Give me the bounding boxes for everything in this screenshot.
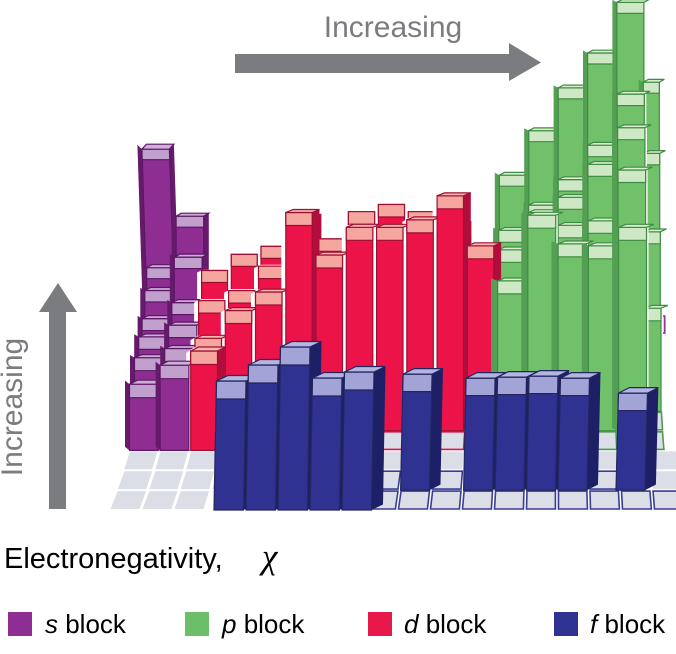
svg-text:Increasing: Increasing — [0, 338, 29, 476]
svg-text:p block: p block — [221, 609, 305, 639]
svg-text:d block: d block — [404, 609, 487, 639]
svg-text:Increasing: Increasing — [324, 11, 462, 44]
svg-text:f block: f block — [590, 609, 666, 639]
svg-text:Electronegativity,: Electronegativity, — [4, 543, 223, 575]
svg-text:s block: s block — [45, 609, 127, 639]
